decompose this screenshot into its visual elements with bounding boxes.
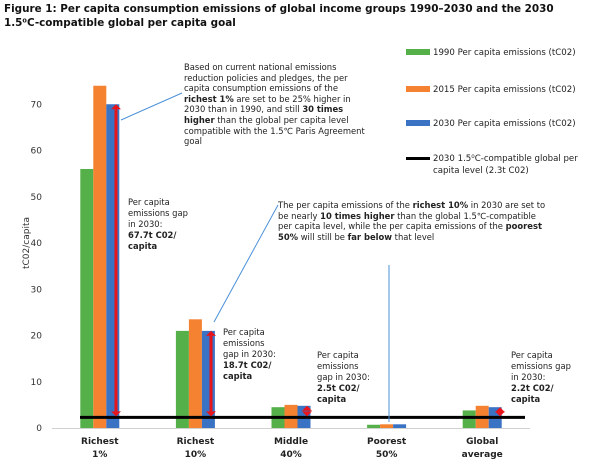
bar-1990 <box>175 330 189 428</box>
gap-label: gap in 2030: <box>317 372 370 382</box>
legend-label: 1990 Per capita emissions (tC02) <box>433 48 576 58</box>
x-tick-label: 10% <box>185 450 207 460</box>
gap-label: emissions gap <box>128 208 188 218</box>
legend-label-target: 2030 1.5⁰C-compatible global per <box>433 154 578 164</box>
x-tick-label: Richest <box>81 437 119 447</box>
figure-title: Figure 1: Per capita consumption emissio… <box>4 3 589 30</box>
gap-label: 18.7t C02/ <box>223 360 272 370</box>
gap-label: capita <box>223 371 252 381</box>
bar-2015 <box>380 424 394 428</box>
bar-2030 <box>393 424 407 428</box>
gap-label: in 2030: <box>128 219 162 229</box>
gap-label: Per capita <box>317 350 359 360</box>
callout-richest-1-bold-1: richest 1% <box>184 93 234 104</box>
callout-richest-1-text-1: Based on current national emissions redu… <box>184 62 348 94</box>
callout-leader-richest-1 <box>120 92 183 121</box>
gap-label: in 2030: <box>511 372 545 382</box>
y-tick-label: 20 <box>31 332 43 342</box>
x-tick-label: average <box>462 450 503 460</box>
legend-label: 2030 Per capita emissions (tC02) <box>433 119 576 129</box>
bar-2015 <box>93 85 107 428</box>
legend-swatch <box>406 49 430 55</box>
gap-label: 67.7t C02/ <box>128 230 177 240</box>
y-tick-label: 60 <box>31 147 43 157</box>
x-tick-label: 40% <box>280 450 302 460</box>
y-tick-label: 40 <box>31 239 43 249</box>
callout-richest-1-text-3: than the global per capita level compati… <box>184 114 365 147</box>
legend-swatch-target <box>406 157 430 160</box>
x-tick-label: 50% <box>376 450 398 460</box>
callout-leader-richest-10 <box>213 204 279 323</box>
callout-richest-10-text-2: in 2030 are set to be nearly <box>278 200 546 221</box>
x-tick-label: Richest <box>177 437 215 447</box>
gap-label: capita <box>128 241 157 251</box>
x-tick-label: Middle <box>274 437 308 447</box>
callout-richest-1: Based on current national emissions redu… <box>184 62 370 147</box>
gap-arrow-head-down <box>206 411 216 417</box>
y-tick-label: 0 <box>36 424 42 434</box>
callout-richest-10-text-4: will still be <box>298 231 348 242</box>
y-tick-label: 70 <box>31 100 43 110</box>
legend-label-target: capita level (2.3t C02) <box>433 166 529 176</box>
legend-label: 2015 Per capita emissions (tC02) <box>433 85 576 95</box>
callout-richest-10-text-3: than the global 1.5℃-compatible per capi… <box>278 210 536 232</box>
callout-richest-1-text-2: are set to be 25% higher in 2030 than in… <box>184 93 351 115</box>
x-tick-label: Poorest <box>367 437 407 447</box>
y-axis-label: tC02/capita <box>22 217 32 269</box>
gap-label: capita <box>511 394 540 404</box>
bar-2015 <box>188 319 202 428</box>
callout-richest-10-bold-1: richest 10% <box>412 200 469 210</box>
callout-far-below-bold: far below <box>347 231 393 242</box>
x-tick-label: 1% <box>92 450 107 460</box>
callout-richest-10-text-1: The per capita emissions of the <box>278 200 413 210</box>
y-tick-label: 30 <box>31 285 43 295</box>
gap-arrow-head-up <box>302 405 312 411</box>
y-tick-label: 50 <box>31 193 43 203</box>
callout-richest-1-bold-2: 30 times higher <box>184 104 344 125</box>
callout-richest-10: The per capita emissions of the richest … <box>278 200 546 242</box>
gap-arrow-head-down <box>495 411 505 417</box>
bar-1990 <box>462 410 476 428</box>
gap-arrow-head-up <box>495 407 505 413</box>
gap-arrow-head-up <box>206 330 216 336</box>
gap-arrow-head-down <box>111 411 121 417</box>
gap-label: 2.5t C02/ <box>317 383 361 393</box>
bar-1990 <box>367 424 381 428</box>
gap-label: Per capita <box>128 197 170 207</box>
callout-poorest-50-bold: poorest 50% <box>278 221 542 242</box>
legend-swatch <box>406 120 430 126</box>
bar-1990 <box>80 169 94 428</box>
legend-swatch <box>406 86 430 92</box>
gap-label: Per capita <box>223 327 265 337</box>
gap-label: Per capita <box>511 350 553 360</box>
gap-label: gap in 2030: <box>223 349 276 359</box>
callout-richest-10-bold-2: 10 times higher <box>320 210 395 221</box>
gap-label: 2.2t C02/ <box>511 383 555 393</box>
gap-arrow-head-up <box>111 104 121 110</box>
gap-label: emissions <box>223 338 265 348</box>
gap-arrow-head-down <box>302 411 312 417</box>
gap-label: emissions <box>317 361 359 371</box>
gap-label: capita <box>317 394 346 404</box>
y-tick-label: 10 <box>31 378 43 388</box>
gap-label: emissions gap <box>511 361 571 371</box>
x-tick-label: Global <box>466 437 498 447</box>
callout-richest-10-text-5: that level <box>392 231 435 242</box>
figure-title-text: Figure 1: Per capita consumption emissio… <box>4 3 554 29</box>
